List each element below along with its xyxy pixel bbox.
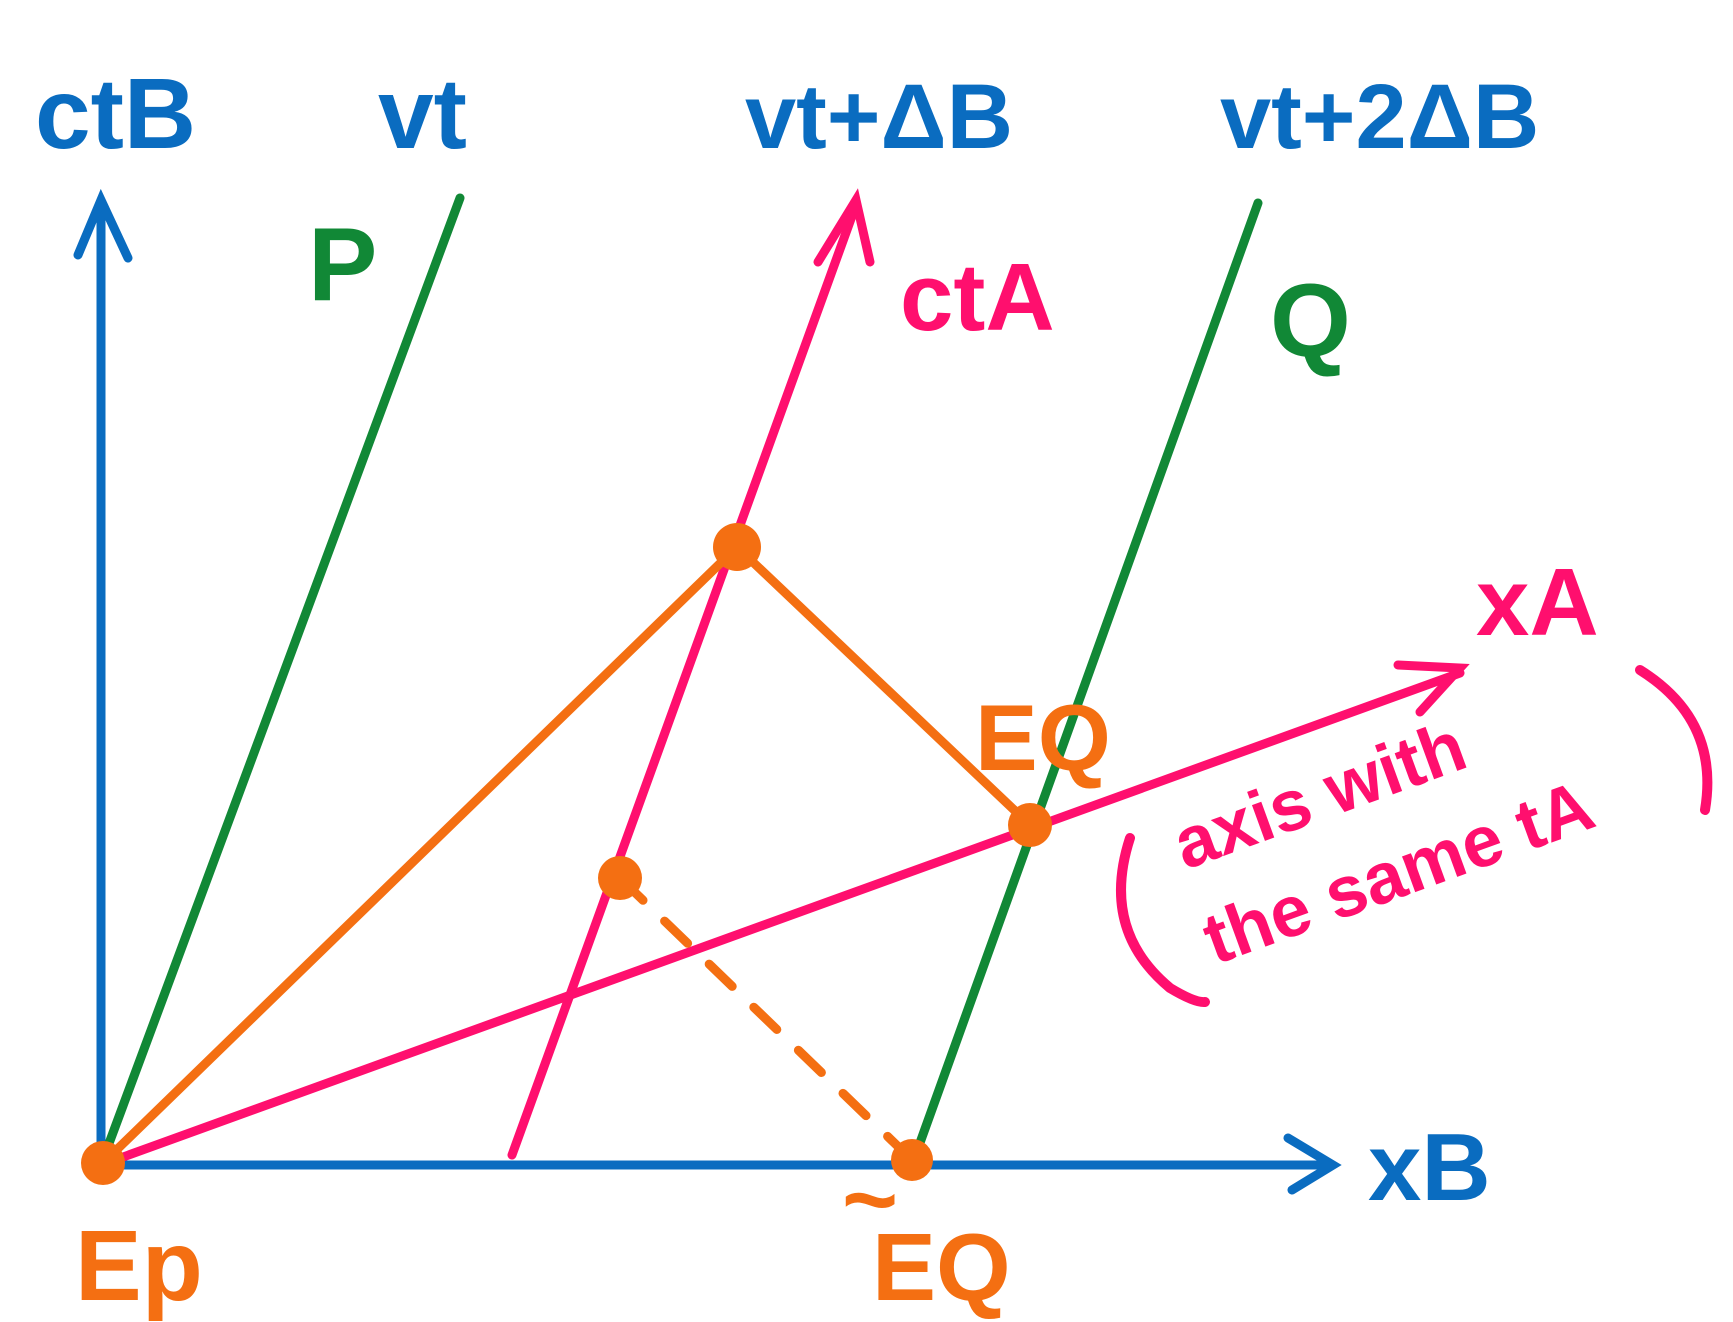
events	[81, 523, 1052, 1185]
light-rays	[96, 542, 1035, 1170]
event-ep-dot	[81, 1141, 125, 1185]
worldlines	[96, 193, 1263, 1170]
event-reflection-dot	[713, 523, 761, 571]
light-ray-out	[96, 542, 742, 1170]
light-ray-back	[732, 542, 1035, 830]
x-b-label: xB	[1368, 1114, 1491, 1221]
worldline-q	[907, 198, 1263, 1170]
eq-label: EQ	[975, 685, 1111, 790]
ct-b-arrowhead	[73, 188, 133, 263]
note-close-paren	[1635, 665, 1713, 815]
vt-2delta-label: vt+2ΔB	[1220, 66, 1539, 168]
x-a-label: xA	[1476, 549, 1599, 656]
ct-b-label: ctB	[35, 58, 196, 170]
ep-label: Ep	[75, 1210, 203, 1322]
annotation-note: axis with the same tA	[1116, 665, 1713, 1008]
frame-a-axes	[96, 188, 1470, 1170]
x-a-axis	[96, 668, 1465, 1170]
vt-delta-label: vt+ΔB	[745, 66, 1013, 168]
q-label: Q	[1270, 263, 1351, 379]
note-open-paren	[1116, 833, 1210, 1008]
ct-a-label: ctA	[900, 244, 1055, 351]
frame-b-axes	[73, 188, 1342, 1195]
ct-a-axis	[507, 200, 861, 1160]
x-a-arrowhead	[1393, 660, 1470, 717]
event-eq-dot	[1008, 803, 1052, 847]
worldline-p	[96, 193, 465, 1170]
x-b-arrowhead	[1283, 1133, 1342, 1195]
eq-tilde-mark: ~	[842, 1146, 898, 1253]
ct-a-arrowhead	[813, 188, 875, 267]
vt-label: vt	[378, 58, 467, 170]
p-label: P	[308, 207, 377, 323]
eq-tilde-label: EQ	[872, 1214, 1011, 1321]
event-ct-a-dot	[598, 856, 642, 900]
simultaneity-dashed	[615, 873, 917, 1165]
event-eq-tilde-dot	[891, 1139, 933, 1181]
